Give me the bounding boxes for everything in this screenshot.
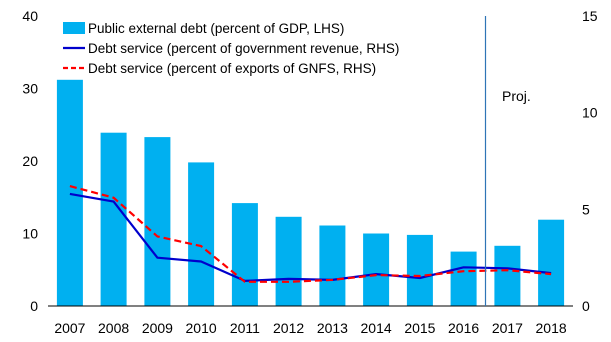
x-tick-label: 2009: [142, 320, 173, 336]
left-tick-label: 20: [22, 153, 38, 169]
bar-2009: [144, 137, 171, 306]
projection-annotation: Proj.: [502, 88, 531, 104]
bar-series: [56, 79, 565, 306]
revenue-debt-service-line: [69, 192, 552, 282]
x-tick-label: 2018: [536, 320, 567, 336]
x-tick-label: 2016: [448, 320, 479, 336]
bar-2018: [538, 219, 565, 306]
axes: [48, 16, 573, 307]
right-tick-label: 10: [582, 105, 598, 121]
right-tick-label: 15: [582, 8, 598, 24]
exports-debt-service-line: [69, 185, 552, 283]
left-axis-ticks: 0 10 20 30 40: [22, 8, 38, 314]
right-tick-label: 5: [582, 201, 590, 217]
legend-label: Public external debt (percent of GDP, LH…: [88, 21, 344, 36]
x-tick-label: 2017: [492, 320, 523, 336]
x-tick-label: 2008: [98, 320, 129, 336]
left-tick-label: 10: [22, 226, 38, 242]
bar-2013: [319, 225, 346, 306]
x-tick-label: 2010: [186, 320, 217, 336]
bar-2010: [188, 162, 215, 306]
legend: Public external debt (percent of GDP, LH…: [63, 21, 399, 76]
right-axis-ticks: 0 5 10 15: [582, 8, 598, 314]
bar-2008: [100, 132, 127, 306]
x-tick-label: 2011: [230, 320, 260, 336]
bar-2012: [275, 216, 302, 306]
x-tick-label: 2007: [54, 320, 85, 336]
left-tick-label: 0: [30, 298, 38, 314]
left-tick-label: 40: [22, 8, 38, 24]
line-series: [69, 185, 552, 283]
bar-2017: [494, 245, 521, 306]
legend-label: Debt service (percent of government reve…: [88, 41, 399, 56]
left-tick-label: 30: [22, 81, 38, 97]
x-tick-label: 2012: [273, 320, 304, 336]
bar-2016: [450, 251, 477, 306]
bar-2007: [56, 79, 83, 306]
right-tick-label: 0: [582, 298, 590, 314]
x-tick-label: 2013: [317, 320, 348, 336]
legend-label: Debt service (percent of exports of GNFS…: [88, 61, 376, 76]
x-tick-label: 2014: [361, 320, 392, 336]
legend-swatch-bar: [63, 22, 85, 34]
bar-2014: [363, 233, 390, 306]
bar-2015: [406, 234, 433, 306]
x-tick-label: 2015: [404, 320, 435, 336]
bar-2011: [231, 203, 258, 306]
x-axis-ticks: 2007 2008 2009 2010 2011 2012 2013 2014 2015 2016…: [54, 320, 567, 336]
